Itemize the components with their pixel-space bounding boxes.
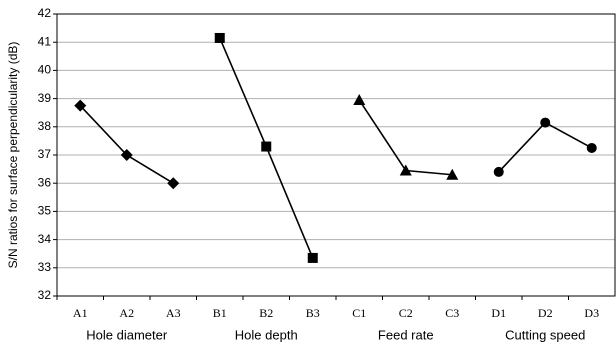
marker bbox=[261, 141, 272, 152]
y-tick-label: 40 bbox=[38, 63, 52, 77]
group-label: Hole depth bbox=[235, 327, 298, 342]
y-tick-label: 33 bbox=[38, 260, 52, 274]
x-tick-label: D2 bbox=[538, 306, 553, 320]
series-line bbox=[498, 121, 593, 173]
x-tick-label: A3 bbox=[166, 306, 181, 320]
x-tick-label: B3 bbox=[306, 306, 320, 320]
y-tick-label: 39 bbox=[38, 91, 52, 105]
marker bbox=[399, 164, 412, 176]
y-tick-label: 32 bbox=[38, 288, 52, 302]
y-axis-label: S/N ratios for surface perpendicularity … bbox=[6, 42, 20, 269]
marker bbox=[74, 99, 87, 112]
x-tick-label: A1 bbox=[73, 306, 88, 320]
x-tick-label: A2 bbox=[119, 306, 134, 320]
y-tick-label: 38 bbox=[38, 119, 52, 133]
y-tick-label: 41 bbox=[38, 34, 52, 48]
marker bbox=[540, 117, 551, 128]
x-tick-label: C3 bbox=[445, 306, 459, 320]
x-tick-label: D3 bbox=[584, 306, 599, 320]
y-tick-label: 37 bbox=[38, 147, 52, 161]
y-tick-label: 42 bbox=[38, 6, 52, 20]
marker bbox=[120, 149, 133, 161]
marker bbox=[167, 177, 180, 190]
y-tick-label: 36 bbox=[38, 175, 52, 189]
group-label: Hole diameter bbox=[86, 327, 168, 342]
series-line bbox=[79, 105, 174, 184]
y-tick-label: 34 bbox=[38, 232, 52, 246]
group-label: Feed rate bbox=[378, 327, 434, 342]
marker bbox=[493, 166, 504, 177]
group-label: Cutting speed bbox=[505, 327, 585, 342]
marker bbox=[353, 94, 366, 106]
x-tick-label: C2 bbox=[399, 306, 413, 320]
x-tick-label: D1 bbox=[491, 306, 506, 320]
marker bbox=[214, 32, 225, 43]
y-tick-label: 35 bbox=[38, 204, 52, 218]
x-tick-label: C1 bbox=[352, 306, 366, 320]
marker bbox=[446, 168, 459, 180]
series-line bbox=[358, 99, 453, 176]
marker bbox=[586, 142, 597, 153]
marker bbox=[307, 252, 318, 263]
x-tick-label: B1 bbox=[213, 306, 227, 320]
x-tick-label: B2 bbox=[259, 306, 273, 320]
